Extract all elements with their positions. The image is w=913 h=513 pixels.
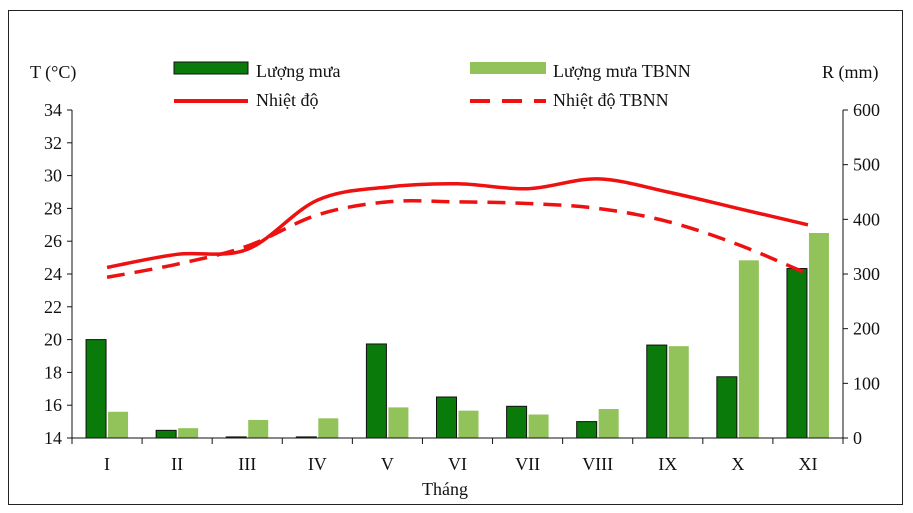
bar-luong-mua-IX bbox=[646, 344, 668, 439]
right-tick-label: 200 bbox=[853, 319, 880, 339]
line-nhiet-do bbox=[106, 177, 809, 270]
bar-luong-mua-VIII bbox=[576, 421, 598, 439]
right-tick-label: 500 bbox=[853, 155, 880, 175]
x-tick-label-VIII: VIII bbox=[582, 454, 613, 474]
x-tick-label-VII: VII bbox=[515, 454, 540, 474]
right-tick-label: 600 bbox=[853, 100, 880, 120]
x-tick-label-IV: IV bbox=[308, 454, 327, 474]
bar-luong-mua-VII bbox=[506, 405, 528, 439]
legend-label-luong-mua-tbnn: Lượng mưa TBNN bbox=[553, 61, 691, 81]
bars-layer bbox=[85, 233, 829, 439]
bar-luong-mua-II bbox=[155, 429, 177, 439]
bar-luong-mua-XI bbox=[786, 268, 808, 439]
left-tick-label: 32 bbox=[44, 133, 62, 153]
left-tick-label: 34 bbox=[44, 100, 62, 120]
left-tick-label: 16 bbox=[44, 395, 62, 415]
bar-luong-mua-tbnn-VI bbox=[458, 410, 479, 438]
bar-luong-mua-tbnn-VIII bbox=[598, 409, 619, 438]
x-tick-label-VI: VI bbox=[448, 454, 467, 474]
x-axis-title: Tháng bbox=[422, 479, 468, 499]
x-tick-label-I: I bbox=[104, 454, 110, 474]
left-tick-label: 30 bbox=[44, 166, 62, 186]
bar-luong-mua-V bbox=[365, 343, 387, 439]
left-axis-title: T (°C) bbox=[30, 62, 76, 83]
left-tick-label: 20 bbox=[44, 330, 62, 350]
x-tick-label-IX: IX bbox=[658, 454, 677, 474]
x-tick-label-II: II bbox=[171, 454, 183, 474]
lines-layer bbox=[106, 177, 809, 280]
left-tick-label: 26 bbox=[44, 231, 62, 251]
x-tick-label-III: III bbox=[238, 454, 256, 474]
x-tick-label-V: V bbox=[381, 454, 394, 474]
bar-luong-mua-tbnn-XI bbox=[808, 233, 829, 438]
bar-luong-mua-tbnn-IX bbox=[668, 346, 689, 438]
bar-luong-mua-X bbox=[716, 376, 738, 439]
right-tick-label: 100 bbox=[853, 373, 880, 393]
left-tick-label: 24 bbox=[44, 264, 62, 284]
bar-luong-mua-tbnn-II bbox=[178, 428, 199, 438]
axes-layer: 14 16 18 20 22 24 26 28 30 32 34 0 100 200 300 400 500 60… bbox=[44, 100, 880, 474]
right-tick-label: 0 bbox=[853, 428, 862, 448]
legend-label-nhiet-do-tbnn: Nhiệt độ TBNN bbox=[553, 90, 669, 110]
bar-luong-mua-tbnn-I bbox=[108, 411, 129, 438]
bar-luong-mua-tbnn-X bbox=[738, 260, 759, 438]
bar-luong-mua-tbnn-VII bbox=[528, 414, 549, 438]
line-nhiet-do-tbnn bbox=[106, 199, 809, 280]
x-tick-label-X: X bbox=[731, 454, 744, 474]
right-axis-title: R (mm) bbox=[822, 62, 879, 83]
bar-luong-mua-tbnn-IV bbox=[318, 418, 339, 438]
bar-luong-mua-tbnn-V bbox=[388, 407, 409, 438]
right-tick-label: 400 bbox=[853, 209, 880, 229]
x-tick-label-XI: XI bbox=[798, 454, 817, 474]
legend-label-luong-mua: Lượng mưa bbox=[256, 61, 341, 81]
legend-swatch-luong-mua bbox=[173, 61, 249, 75]
legend: Lượng mưa Lượng mưa TBNN Nhiệt độ Nhiệt … bbox=[173, 61, 691, 110]
left-tick-label: 18 bbox=[44, 362, 62, 382]
left-tick-label: 14 bbox=[44, 428, 62, 448]
right-tick-label: 300 bbox=[853, 264, 880, 284]
left-tick-label: 22 bbox=[44, 297, 62, 317]
bar-luong-mua-VI bbox=[436, 396, 457, 439]
left-tick-label: 28 bbox=[44, 198, 62, 218]
legend-label-nhiet-do: Nhiệt độ bbox=[256, 90, 319, 110]
bar-luong-mua-I bbox=[85, 339, 107, 439]
bar-luong-mua-tbnn-III bbox=[248, 419, 269, 438]
legend-swatch-luong-mua-tbnn bbox=[470, 62, 546, 74]
